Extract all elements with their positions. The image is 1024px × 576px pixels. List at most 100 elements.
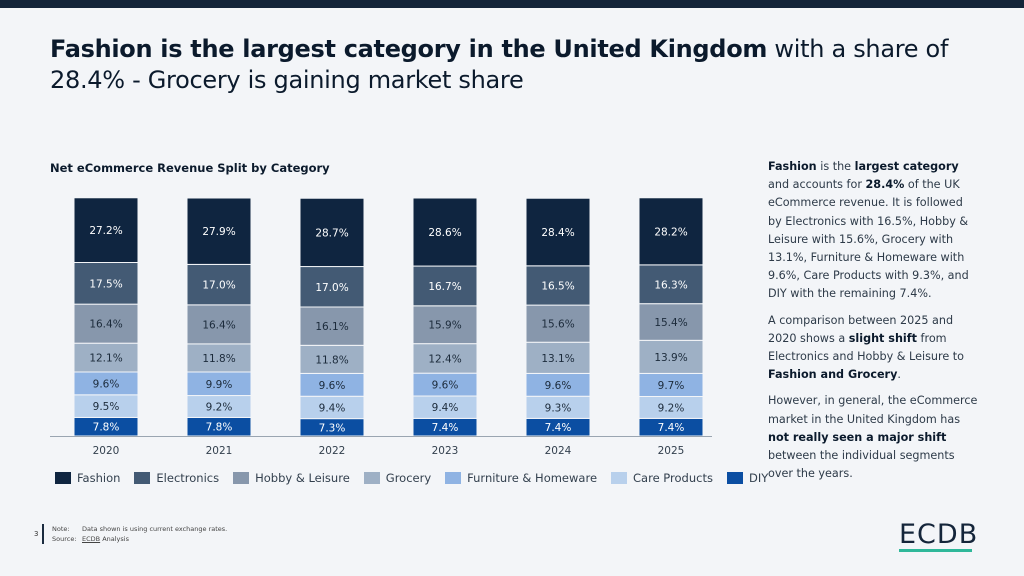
bar-value-label: 9.2% (658, 402, 685, 414)
legend-item: Hobby & Leisure (233, 471, 350, 485)
p2-run: A comparison between 2025 and 2020 shows… (768, 313, 954, 345)
side-commentary: Fashion is the largest category and acco… (768, 158, 980, 491)
bar-segment (638, 197, 704, 266)
bar-segment (412, 197, 478, 267)
bar-value-label: 9.6% (545, 380, 572, 392)
bar-value-label: 7.8% (206, 422, 233, 434)
bar-value-label: 12.4% (428, 353, 461, 365)
note-label: Note: (52, 525, 70, 533)
bar-segment (412, 343, 478, 374)
legend-item: Grocery (363, 471, 432, 485)
commentary-paragraph-1: Fashion is the largest category and acco… (768, 158, 980, 304)
bar-value-label: 11.8% (202, 353, 235, 365)
legend-swatch (445, 472, 462, 484)
bar-segment (525, 304, 591, 343)
p3-run: However, in general, the eCommerce marke… (768, 394, 978, 426)
bar-segment (638, 264, 704, 305)
bar-value-label: 28.2% (654, 226, 687, 238)
source-label: Source: (52, 535, 77, 543)
bar-segment (73, 261, 139, 305)
legend-label: DIY (748, 471, 769, 485)
p1-run: and accounts for (768, 178, 866, 192)
bar-value-label: 11.8% (315, 354, 348, 366)
bar-value-label: 27.2% (89, 225, 122, 237)
bar-value-label: 17.5% (89, 278, 122, 290)
bar-value-label: 7.4% (432, 422, 459, 434)
bar-segment (299, 266, 365, 308)
bar-value-label: 9.5% (93, 401, 120, 413)
x-tick-label: 2023 (432, 445, 459, 457)
legend-item: DIY (726, 471, 769, 485)
p1-run: Fashion (768, 160, 817, 173)
bar-segment (73, 303, 139, 344)
footer-divider (42, 524, 44, 544)
bar-value-label: 17.0% (315, 282, 348, 294)
ecdb-logo: ECDB (899, 519, 979, 550)
x-tick-label: 2021 (206, 445, 233, 457)
page-title-rest: with a share of 28.4% - Grocery is gaini… (50, 35, 949, 94)
legend-swatch (134, 472, 151, 484)
logo-underline (899, 549, 972, 552)
bar-value-label: 15.6% (541, 319, 574, 331)
bar-value-label: 16.1% (315, 321, 348, 333)
bar-value-label: 27.9% (202, 226, 235, 238)
bar-value-label: 9.2% (206, 401, 233, 413)
p2-run: from Electronics and Hobby & Leisure to (768, 331, 965, 364)
x-tick-label: 2022 (319, 445, 346, 457)
footer-notes: Note: Data shown is using current exchang… (52, 524, 227, 544)
bar-value-label: 28.7% (315, 227, 348, 239)
legend-swatch (55, 472, 71, 484)
bar-segment (525, 197, 591, 267)
bar-segment (412, 265, 478, 307)
bar-value-label: 9.7% (658, 380, 685, 392)
bar-value-label: 13.9% (654, 352, 687, 364)
p1-run: of the UK eCommerce revenue. It is follo… (768, 178, 969, 301)
bar-value-label: 15.4% (654, 317, 687, 329)
bar-value-label: 9.6% (319, 380, 346, 392)
p2-run: slight shift (848, 331, 917, 345)
bar-value-label: 16.4% (202, 319, 235, 331)
p2-run: . (897, 368, 901, 382)
page-title: Fashion is the largest category in the U… (50, 34, 970, 96)
commentary-paragraph-3: However, in general, the eCommerce marke… (768, 392, 980, 483)
x-tick-label: 2020 (93, 445, 120, 457)
bar-value-label: 16.3% (654, 279, 687, 291)
bar-value-label: 7.8% (93, 422, 120, 434)
p1-run: is the (816, 160, 855, 173)
legend-label: Hobby & Leisure (255, 471, 350, 485)
x-tick-label: 2024 (545, 445, 572, 457)
legend-label: Electronics (156, 471, 220, 485)
p1-run: 28.4% (865, 178, 905, 192)
bar-value-label: 16.5% (541, 280, 574, 292)
p1-run: largest category (854, 160, 959, 173)
bar-segment (299, 306, 365, 346)
bar-value-label: 28.6% (428, 227, 461, 239)
bar-value-label: 13.1% (541, 353, 574, 365)
p3-run: between the individual segments over the… (768, 449, 955, 481)
bar-segment (186, 197, 252, 265)
note-text: Data shown is using current exchange rat… (82, 525, 228, 533)
bar-value-label: 12.1% (89, 353, 122, 365)
page-title-bold: Fashion is the largest category in the U… (50, 35, 768, 63)
bar-value-label: 28.4% (541, 227, 574, 239)
chart-heading: Net eCommerce Revenue Split by Category (50, 161, 330, 175)
source-link[interactable]: ECDB (82, 535, 101, 543)
bar-value-label: 9.9% (206, 379, 233, 391)
p2-run: Fashion and Grocery (768, 368, 898, 382)
legend-label: Grocery (385, 471, 432, 485)
bar-value-label: 16.7% (428, 281, 461, 293)
top-accent-bar (0, 0, 1024, 8)
bar-value-label: 7.3% (319, 422, 346, 434)
legend-label: Fashion (77, 471, 121, 485)
bar-value-label: 17.0% (202, 280, 235, 292)
legend-item: Care Products (611, 471, 713, 485)
bar-segment (299, 197, 365, 268)
legend-swatch (726, 472, 743, 484)
chart-legend: Fashion Electronics Hobby & Leisure Grocery… (55, 471, 782, 485)
bar-value-label: 9.4% (319, 402, 346, 414)
legend-swatch (363, 472, 380, 484)
bar-value-label: 9.6% (93, 378, 120, 390)
bar-value-label: 9.6% (432, 380, 459, 392)
p3-run: not really seen a major shift (768, 430, 947, 444)
legend-item: Fashion (55, 471, 120, 485)
